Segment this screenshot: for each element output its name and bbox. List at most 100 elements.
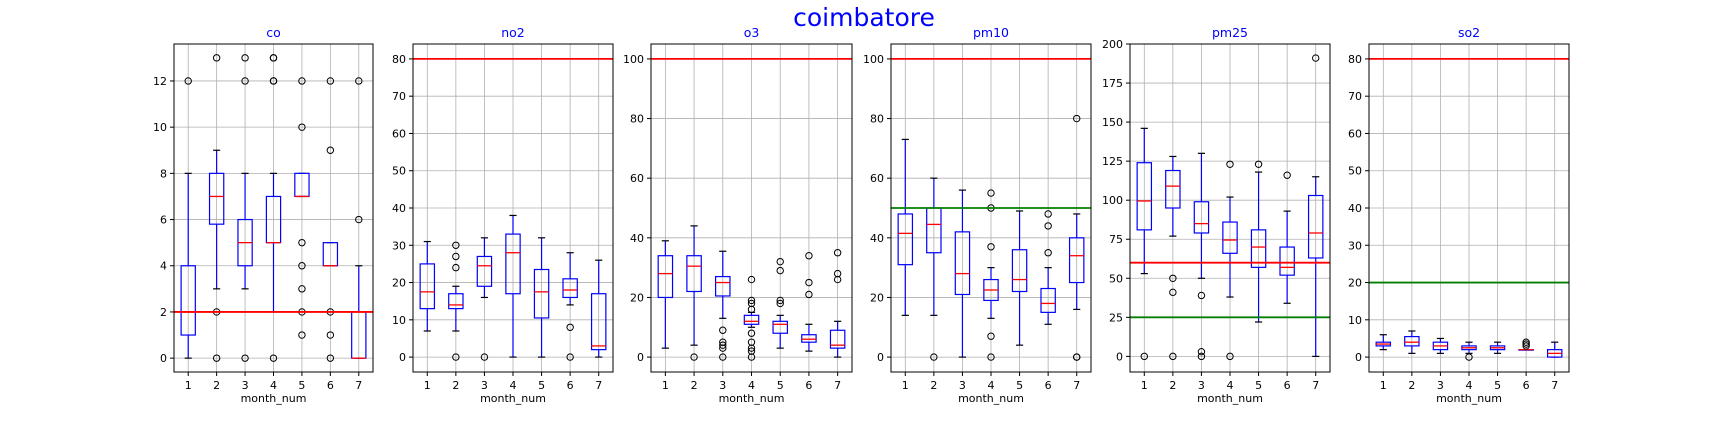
x-tick-label: 6 <box>805 379 812 392</box>
x-tick-label: 5 <box>538 379 545 392</box>
y-tick-label: 10 <box>1348 314 1362 327</box>
x-tick-label: 6 <box>1284 379 1291 392</box>
x-tick-label: 4 <box>748 379 755 392</box>
box-month-1 <box>897 138 914 316</box>
x-tick-label: 1 <box>424 379 431 392</box>
x-tick-label: 7 <box>1551 379 1558 392</box>
outlier-point <box>805 252 813 260</box>
y-tick-label: 70 <box>392 90 406 103</box>
y-tick-label: 60 <box>870 172 884 185</box>
outlier-point <box>184 77 192 85</box>
x-tick-label: 1 <box>902 379 909 392</box>
outlier-point <box>833 249 842 257</box>
iqr-box <box>743 314 760 325</box>
x-tick-label: 2 <box>691 379 698 392</box>
x-tick-label: 7 <box>355 379 362 392</box>
iqr-box <box>1250 229 1267 268</box>
outlier-point <box>298 285 306 293</box>
box-month-7 <box>829 249 846 358</box>
outlier-point <box>1522 338 1530 346</box>
box-month-6 <box>801 252 817 352</box>
iqr-box <box>419 263 436 310</box>
subplot-title: no2 <box>501 25 525 40</box>
outlier-point <box>1254 160 1263 168</box>
outlier-point <box>269 54 278 62</box>
outlier-point <box>452 241 460 249</box>
iqr-box <box>1040 287 1056 313</box>
box-month-1 <box>1375 334 1392 351</box>
outlier-point <box>326 354 335 362</box>
outlier-point <box>719 338 727 346</box>
y-tick-label: 200 <box>1102 38 1123 51</box>
outlier-point <box>987 353 995 361</box>
y-tick-label: 100 <box>1102 194 1123 207</box>
y-tick-label: 6 <box>160 214 167 227</box>
outlier-point <box>1226 352 1234 361</box>
outlier-point <box>747 299 756 308</box>
y-tick-label: 50 <box>1348 165 1362 178</box>
box-month-7 <box>1546 341 1563 358</box>
x-tick-label: 5 <box>777 379 784 392</box>
y-tick-label: 60 <box>1348 127 1362 140</box>
iqr-box <box>801 334 817 343</box>
outlier-point <box>298 77 306 85</box>
iqr-box <box>208 172 225 225</box>
outlier-point <box>1169 288 1177 297</box>
box-month-4 <box>265 54 282 362</box>
outlier-point <box>1073 353 1081 361</box>
y-tick-label: 175 <box>1102 77 1123 90</box>
y-tick-label: 40 <box>870 232 884 245</box>
y-tick-label: 12 <box>153 75 167 88</box>
y-tick-label: 2 <box>160 306 167 319</box>
x-tick-label: 2 <box>213 379 220 392</box>
outlier-point <box>1044 222 1052 230</box>
y-tick-label: 60 <box>630 172 644 185</box>
y-tick-label: 20 <box>1348 277 1362 290</box>
subplot-title: o3 <box>744 25 760 40</box>
x-tick-label: 5 <box>1016 379 1023 392</box>
outlier-point <box>241 54 249 62</box>
outlier-point <box>452 263 460 272</box>
outlier-point <box>1522 340 1530 348</box>
box-month-7 <box>351 77 367 359</box>
panel-o3: 0 20 40 60 80 100 1 2 3 4 5 6 7 o3 month_num <box>623 25 853 405</box>
box-month-6 <box>1518 338 1534 351</box>
outlier-point <box>776 266 784 275</box>
box-month-6 <box>1040 210 1056 325</box>
figure-title: coimbatore <box>793 3 935 32</box>
outlier-point <box>355 215 363 224</box>
x-tick-label: 2 <box>1169 379 1176 392</box>
subplot-title: pm25 <box>1212 25 1248 40</box>
box-month-2 <box>1404 330 1420 354</box>
y-tick-label: 4 <box>160 260 167 273</box>
box-month-5 <box>1011 210 1028 346</box>
y-tick-label: 0 <box>160 352 167 365</box>
outlier-point <box>298 238 306 247</box>
outlier-point <box>1312 54 1320 62</box>
x-axis-label: month_num <box>1197 392 1263 405</box>
outlier-point <box>805 290 813 299</box>
outlier-point <box>1044 210 1052 218</box>
outlier-point <box>241 354 249 362</box>
y-tick-label: 50 <box>392 165 406 178</box>
outlier-point <box>747 347 756 355</box>
outlier-point <box>452 252 460 261</box>
x-tick-label: 5 <box>1494 379 1501 392</box>
axes-frame <box>650 43 853 373</box>
y-tick-label: 50 <box>1109 272 1123 285</box>
outlier-point <box>719 353 727 361</box>
x-tick-label: 4 <box>1227 379 1234 392</box>
outlier-point <box>930 353 938 361</box>
y-tick-label: 60 <box>392 127 406 140</box>
axes-frame <box>1129 43 1331 373</box>
outlier-point <box>833 269 842 278</box>
y-tick-label: 80 <box>630 113 644 126</box>
iqr-box <box>1307 194 1324 259</box>
x-axis-label: month_num <box>1436 392 1502 405</box>
box-month-3 <box>715 250 731 361</box>
outlier-point <box>1044 249 1052 257</box>
box-month-5 <box>294 77 310 339</box>
y-tick-label: 40 <box>1348 202 1362 215</box>
outlier-point <box>269 77 278 85</box>
iqr-box <box>1136 162 1153 231</box>
